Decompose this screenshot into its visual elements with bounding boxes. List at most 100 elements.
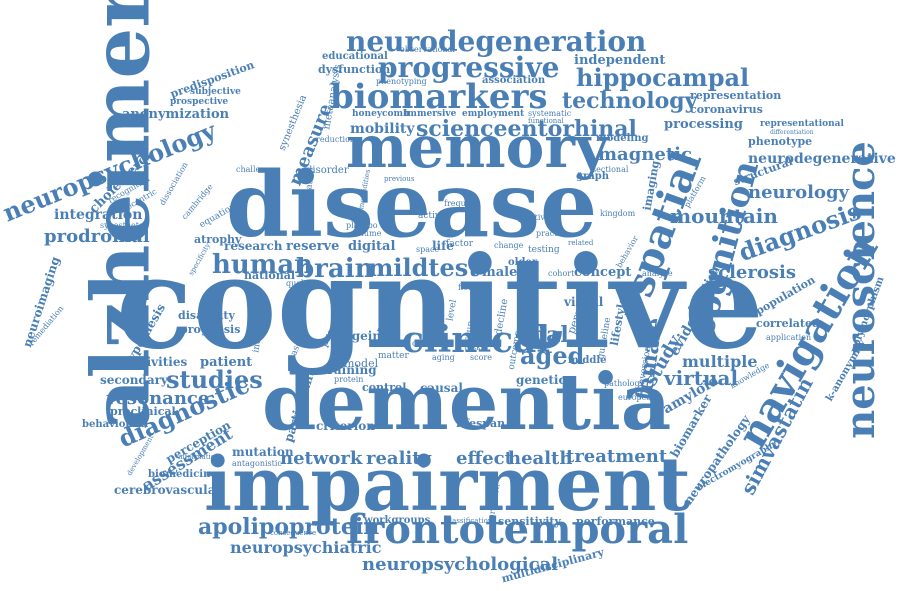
- word-model: model: [344, 357, 379, 370]
- word-honeycomb: honeycomb: [352, 109, 410, 119]
- word-older: older: [508, 257, 538, 268]
- word-differentiation: differentiation: [770, 129, 814, 136]
- word-mildtest: mildtest: [368, 253, 480, 282]
- word-score: score: [470, 353, 492, 362]
- word-technology: technology: [562, 88, 698, 114]
- word-information: information: [178, 453, 220, 461]
- word-observational: observational: [400, 45, 455, 54]
- word-graph: graph: [576, 171, 610, 182]
- word-ageing: ageing: [344, 329, 390, 343]
- word-biomarkers: biomarkers: [330, 77, 548, 117]
- word-aging: aging: [432, 353, 455, 362]
- word-dysfunction: dysfunction: [318, 63, 391, 76]
- word-challenge: challenge: [236, 165, 276, 174]
- word-previous: previous: [384, 175, 415, 183]
- word-cerebrovascular: cerebrovascular: [114, 483, 222, 497]
- word-integration: integration: [54, 207, 143, 223]
- word-frequent: frequent: [444, 199, 479, 208]
- word-european: european: [618, 393, 657, 402]
- word-behavioural: behavioural: [82, 419, 149, 430]
- word-treatment: treatment: [566, 446, 668, 467]
- word-employment: employment: [462, 109, 525, 119]
- word-reality: reality: [366, 448, 432, 469]
- word-hippocampal: hippocampal: [576, 63, 750, 92]
- word-correlated: correlated: [756, 317, 820, 330]
- word-mountain: mountain: [670, 204, 778, 228]
- word-multiple: multiple: [682, 352, 758, 371]
- word-representational: representational: [760, 119, 844, 129]
- word-secondary: secondary: [100, 373, 168, 387]
- word-cohort: cohort: [548, 269, 575, 278]
- word-concept: concept: [574, 265, 632, 280]
- word-neuropsychiatric: neuropsychiatric: [230, 538, 382, 557]
- word-subjective: subjective: [190, 87, 241, 97]
- word-biomedicine: biomedicine: [148, 469, 217, 480]
- word-consequence: consequence: [270, 529, 317, 537]
- word-prodromal: prodromal: [44, 226, 150, 247]
- word-clinical: clinical: [402, 319, 551, 361]
- word-matter: matter: [378, 351, 409, 361]
- word-analyse: analyse: [642, 269, 673, 278]
- word-kingdom: kingdom: [600, 209, 636, 218]
- word-space: space: [416, 245, 440, 254]
- word-preclinical: preclinical: [110, 405, 176, 418]
- word-control: control: [362, 381, 407, 394]
- word-phenotype: phenotype: [748, 135, 813, 148]
- word-magnetic: magnetic: [598, 144, 692, 165]
- word-positive: positive: [518, 213, 550, 222]
- word-field: field: [458, 283, 476, 292]
- word-neurology: neurology: [748, 182, 850, 203]
- word-visual: visual: [564, 295, 604, 309]
- word-mutation: mutation: [232, 445, 294, 459]
- word-functional: functional: [528, 117, 564, 125]
- word-resonance: resonance: [106, 388, 210, 409]
- word-processing: processing: [664, 117, 743, 132]
- word-apolipoprotein: apolipoprotein: [198, 514, 380, 540]
- word-aged: aged: [520, 341, 585, 370]
- word-research: research: [224, 239, 283, 253]
- word-factor: factor: [446, 239, 474, 249]
- word-activity: activity: [418, 211, 452, 221]
- word-genetic: genetic: [516, 373, 566, 387]
- word-disease: disease: [226, 152, 598, 258]
- word-patient: patient: [200, 355, 253, 370]
- word-frontotemporal: frontotemporal: [346, 506, 689, 553]
- word-male: male: [482, 265, 518, 280]
- word-lifespan: lifespan: [456, 417, 506, 430]
- word-association: association: [482, 75, 546, 86]
- word-care: care: [412, 339, 430, 348]
- word-representation: representation: [690, 89, 782, 102]
- word-antagonistic: antagonistic: [232, 459, 282, 468]
- word-neuropsychological: neuropsychological: [362, 554, 559, 575]
- word-reserve: reserve: [286, 239, 340, 254]
- word-cognitive: cognitive: [116, 229, 764, 377]
- word-phenotyping: phenotyping: [376, 77, 427, 86]
- word-network: network: [280, 448, 363, 469]
- word-change: change: [494, 241, 524, 250]
- word-sclerosis: sclerosis: [708, 262, 796, 283]
- word-prognosis: prognosis: [180, 323, 241, 336]
- word-sectional: sectional: [592, 165, 629, 174]
- word-prospective: prospective: [170, 97, 229, 107]
- word-disorder: disorder: [306, 165, 349, 176]
- word-sensitivity: sensitivity: [498, 515, 561, 528]
- word-quality: quality: [286, 279, 314, 288]
- word-human: human: [212, 250, 314, 280]
- word-memory: memory: [346, 113, 609, 181]
- word-progressive: progressive: [378, 51, 560, 84]
- word-educational: educational: [322, 51, 388, 62]
- word-reduction: reduction: [316, 135, 356, 144]
- word-modeling: modeling: [596, 133, 649, 144]
- word-immersive: immersive: [404, 109, 457, 119]
- word-disability: disability: [178, 309, 235, 322]
- word-scienceentorhinal: scienceentorhinal: [416, 116, 637, 142]
- word-task: task: [464, 343, 481, 352]
- word-anonymization: anonymization: [122, 107, 230, 122]
- word-national: national: [244, 269, 296, 282]
- word-trial: trial: [516, 322, 569, 348]
- word-application: application: [766, 333, 812, 342]
- word-workgroups: workgroups: [364, 515, 431, 526]
- word-classification: classification: [446, 517, 493, 525]
- word-neurodegenerative: neurodegenerative: [748, 151, 896, 167]
